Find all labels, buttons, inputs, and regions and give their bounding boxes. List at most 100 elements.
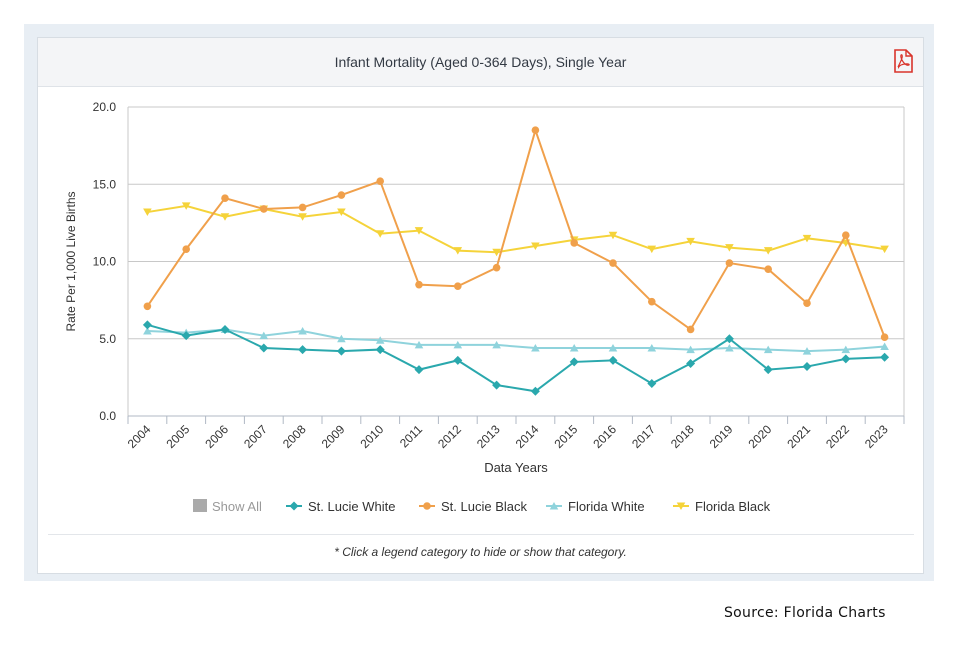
legend-show-all[interactable]: Show All bbox=[193, 499, 262, 514]
data-point-st-lucie-white bbox=[336, 346, 346, 356]
y-tick-label: 15.0 bbox=[93, 177, 117, 191]
data-point-florida-black bbox=[298, 213, 307, 221]
legend-layer: Show All St. Lucie White St. Lucie Black Fl… bbox=[193, 499, 771, 514]
data-point-florida-black bbox=[686, 237, 695, 246]
series-line-st-lucie-white bbox=[147, 323, 885, 393]
x-tick-label: 2014 bbox=[513, 422, 542, 451]
data-point-st-lucie-white bbox=[298, 345, 308, 355]
x-tick-label: 2019 bbox=[707, 422, 736, 451]
legend-item-florida-white[interactable]: Florida White bbox=[546, 499, 645, 514]
data-point-florida-black bbox=[220, 213, 230, 221]
data-point-st-lucie-black bbox=[880, 333, 889, 342]
legend-item-florida-black[interactable]: Florida Black bbox=[673, 499, 771, 514]
series-line-florida-black bbox=[147, 204, 885, 254]
data-point-st-lucie-white bbox=[763, 365, 773, 375]
pdf-icon[interactable] bbox=[892, 49, 914, 73]
data-point-florida-white bbox=[841, 345, 851, 354]
line-chart: 0.0 5.0 10.0 15.0 20.0 2004 2005 2006 2007 2008 20… bbox=[64, 100, 905, 514]
x-tick-label: 2020 bbox=[746, 422, 775, 451]
x-tick-label: 2013 bbox=[474, 422, 503, 451]
data-point-st-lucie-black bbox=[298, 203, 307, 212]
show-all-swatch bbox=[193, 499, 207, 512]
legend-label: St. Lucie Black bbox=[441, 499, 527, 514]
y-tick-label: 20.0 bbox=[93, 100, 117, 114]
legend-label: St. Lucie White bbox=[308, 499, 395, 514]
data-point-florida-white bbox=[763, 345, 773, 354]
x-tick-label: 2004 bbox=[125, 422, 154, 451]
data-point-st-lucie-black bbox=[415, 280, 423, 289]
x-tick-label: 2023 bbox=[862, 422, 891, 451]
grid-layer bbox=[127, 106, 905, 416]
data-point-st-lucie-black bbox=[531, 126, 540, 134]
data-point-st-lucie-white bbox=[608, 355, 618, 365]
x-tick-label: 2018 bbox=[668, 422, 697, 451]
legend-marker bbox=[423, 502, 431, 510]
series-line-florida-white bbox=[147, 328, 885, 353]
data-point-st-lucie-black bbox=[764, 265, 772, 274]
show-all-label: Show All bbox=[212, 499, 262, 514]
card-header: Infant Mortality (Aged 0-364 Days), Sing… bbox=[38, 38, 923, 87]
data-point-st-lucie-white bbox=[414, 365, 424, 375]
data-point-st-lucie-white bbox=[647, 379, 657, 389]
data-point-florida-white bbox=[375, 336, 385, 344]
data-point-florida-black bbox=[414, 227, 424, 235]
data-point-st-lucie-black bbox=[648, 297, 656, 306]
data-point-st-lucie-black bbox=[609, 259, 617, 267]
data-point-st-lucie-black bbox=[454, 282, 462, 291]
x-tick-label: 2006 bbox=[202, 422, 231, 451]
data-point-st-lucie-white bbox=[142, 320, 152, 330]
legend-label: Florida Black bbox=[695, 499, 771, 514]
data-point-st-lucie-white bbox=[492, 380, 502, 390]
card-title: Infant Mortality (Aged 0-364 Days), Sing… bbox=[334, 54, 627, 70]
data-point-st-lucie-white bbox=[181, 331, 191, 341]
data-point-florida-black bbox=[181, 202, 191, 210]
data-point-florida-white bbox=[492, 340, 501, 349]
data-point-st-lucie-white bbox=[259, 343, 269, 353]
data-point-st-lucie-black bbox=[492, 263, 501, 272]
legend-marker bbox=[549, 502, 559, 510]
y-tick-label: 0.0 bbox=[99, 409, 116, 423]
data-point-florida-black bbox=[608, 231, 618, 240]
data-point-st-lucie-white bbox=[453, 355, 463, 365]
x-tick-label: 2005 bbox=[164, 422, 193, 451]
data-point-florida-white bbox=[143, 327, 152, 335]
legend-marker bbox=[289, 501, 299, 511]
x-tick-label: 2008 bbox=[280, 422, 309, 451]
x-tick-label: 2010 bbox=[358, 422, 387, 451]
legend-item-st-lucie-white[interactable]: St. Lucie White bbox=[286, 499, 395, 514]
x-tick-label: 2021 bbox=[784, 422, 813, 451]
x-tick-label: 2009 bbox=[319, 422, 348, 451]
y-axis-title: Rate Per 1,000 Live Births bbox=[64, 191, 78, 331]
data-point-florida-black bbox=[647, 245, 657, 254]
x-tick-label: 2011 bbox=[397, 422, 425, 450]
x-tick-label: 2016 bbox=[590, 422, 619, 451]
legend-footnote: * Click a legend category to hide or sho… bbox=[334, 545, 627, 559]
data-point-florida-white bbox=[647, 344, 657, 352]
series-line-st-lucie-black bbox=[146, 126, 886, 338]
data-point-florida-white bbox=[531, 344, 540, 352]
data-point-st-lucie-black bbox=[260, 205, 268, 213]
data-point-florida-white bbox=[453, 340, 463, 349]
data-point-florida-black bbox=[337, 208, 346, 217]
data-point-st-lucie-white bbox=[880, 352, 890, 362]
data-point-st-lucie-black bbox=[842, 231, 850, 240]
legend-item-st-lucie-black[interactable]: St. Lucie Black bbox=[419, 499, 527, 514]
data-point-florida-black bbox=[453, 247, 463, 255]
y-tick-label: 10.0 bbox=[93, 255, 117, 269]
x-tick-label: 2007 bbox=[241, 422, 270, 451]
data-point-florida-white bbox=[802, 347, 812, 355]
data-point-st-lucie-white bbox=[686, 358, 696, 368]
series-layer bbox=[142, 126, 890, 396]
data-point-st-lucie-white bbox=[841, 354, 851, 364]
x-tick-label: 2022 bbox=[823, 422, 852, 451]
data-point-st-lucie-black bbox=[143, 302, 152, 311]
data-point-florida-white bbox=[569, 344, 579, 352]
data-point-florida-black bbox=[375, 230, 385, 238]
source-caption: Source: Florida Charts bbox=[724, 605, 886, 621]
data-point-st-lucie-black bbox=[686, 325, 695, 334]
axis-layer: 0.0 5.0 10.0 15.0 20.0 2004 2005 2006 2007 2008 20… bbox=[64, 100, 905, 475]
chart-card: Infant Mortality (Aged 0-364 Days), Sing… bbox=[37, 37, 924, 574]
data-point-st-lucie-white bbox=[724, 334, 734, 344]
legend-label: Florida White bbox=[568, 499, 645, 514]
data-point-st-lucie-black bbox=[570, 239, 578, 247]
